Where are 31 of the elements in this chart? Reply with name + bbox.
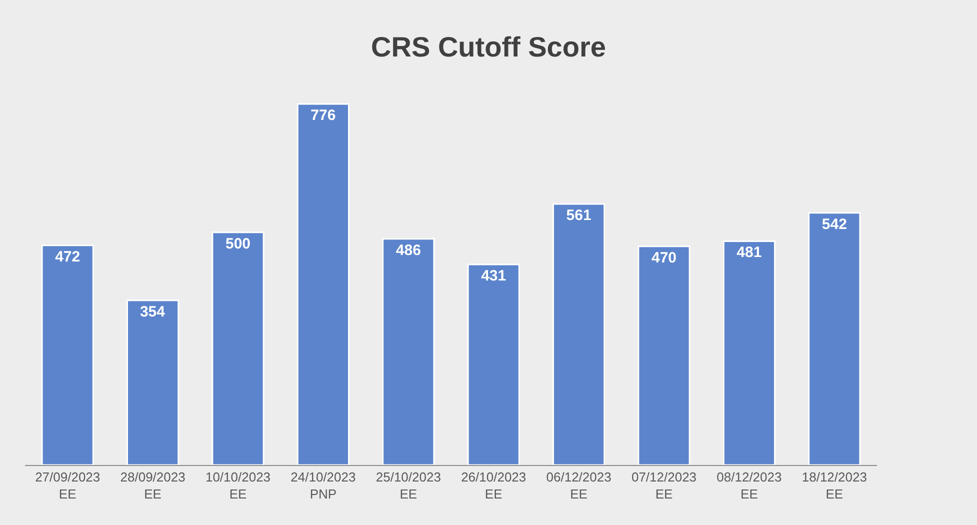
data-label: 542 (822, 216, 847, 233)
bar (212, 232, 264, 465)
bar (382, 238, 435, 465)
bar (296, 103, 350, 465)
data-label: 470 (651, 249, 677, 266)
data-label: 481 (736, 244, 762, 262)
bar (126, 300, 180, 465)
x-tick-label: 06/12/2023 EE (546, 470, 612, 502)
data-label: 561 (566, 207, 592, 224)
x-tick-label: 27/09/2023 EE (35, 470, 100, 502)
bar (552, 203, 606, 465)
x-tick-label: 10/10/2023 EE (205, 470, 271, 502)
bar (808, 212, 861, 465)
data-label: 472 (55, 248, 80, 266)
x-tick-label: 26/10/2023 EE (461, 470, 526, 502)
x-tick-label: 18/12/2023 EE (802, 470, 867, 502)
x-tick-label: 25/10/2023 EE (376, 470, 441, 502)
bar (41, 244, 94, 465)
data-label: 486 (396, 242, 421, 259)
x-tick-label: 28/09/2023 EE (120, 470, 186, 502)
data-label: 776 (310, 107, 336, 124)
data-label: 431 (481, 268, 506, 284)
x-tick-label: 24/10/2023 PNP (290, 470, 356, 502)
bar (722, 240, 776, 465)
data-label: 500 (225, 235, 251, 252)
chart-title: CRS Cutoff Score (371, 31, 606, 62)
data-label: 354 (140, 303, 166, 320)
x-tick-label: 08/12/2023 EE (716, 470, 782, 502)
x-tick-label: 07/12/2023 EE (631, 470, 697, 502)
bar (638, 246, 690, 465)
bar (467, 264, 520, 465)
